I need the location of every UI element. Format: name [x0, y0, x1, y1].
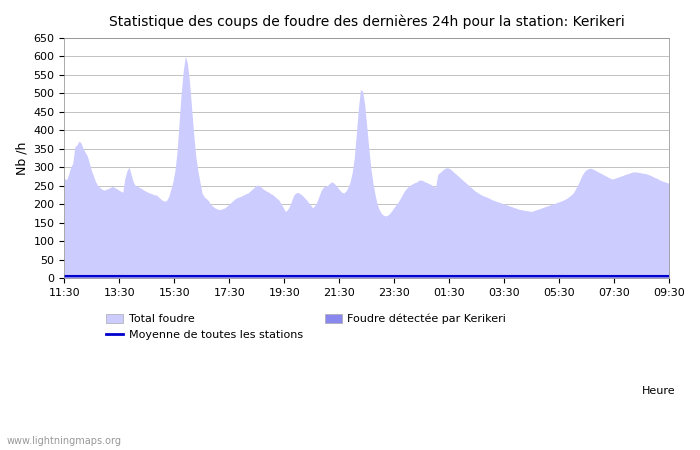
Text: Heure: Heure — [642, 387, 675, 396]
Text: www.lightningmaps.org: www.lightningmaps.org — [7, 436, 122, 446]
Title: Statistique des coups de foudre des dernières 24h pour la station: Kerikeri: Statistique des coups de foudre des dern… — [109, 15, 624, 30]
Y-axis label: Nb /h: Nb /h — [15, 141, 28, 175]
Legend: Total foudre, Moyenne de toutes les stations, Foudre détectée par Kerikeri: Total foudre, Moyenne de toutes les stat… — [102, 309, 510, 345]
